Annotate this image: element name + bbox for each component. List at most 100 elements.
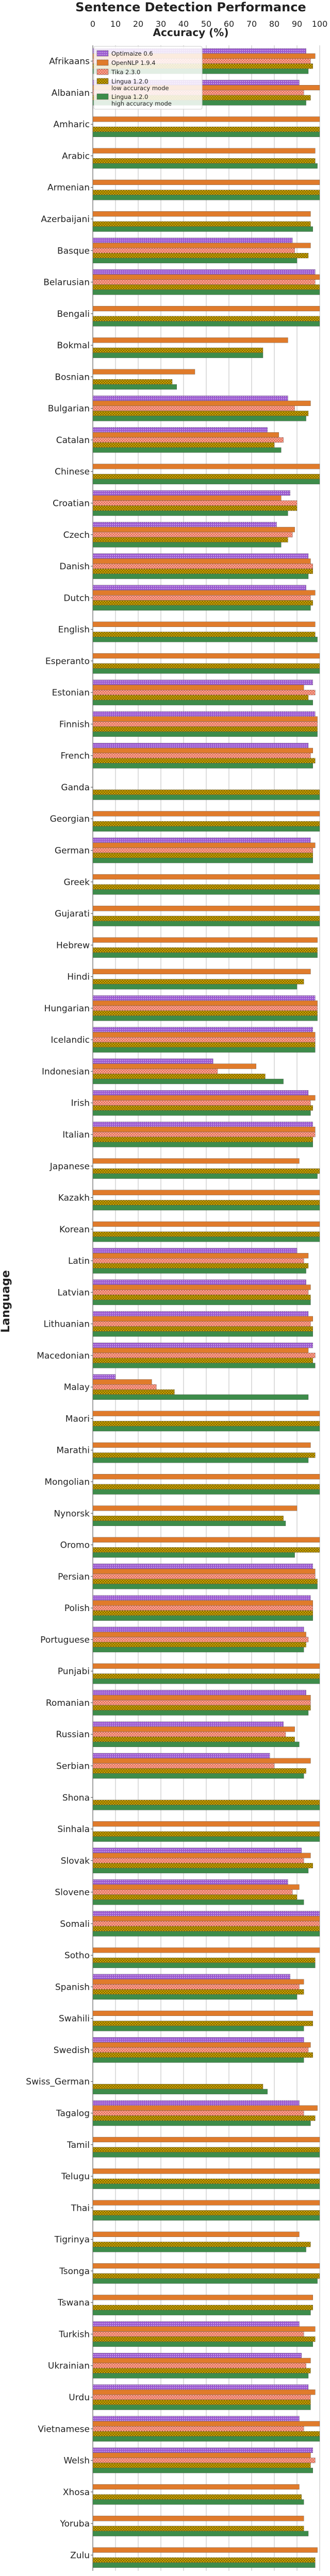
- bar: [92, 794, 320, 800]
- bar: [92, 1100, 311, 1106]
- bar: [92, 2021, 313, 2026]
- legend-box: [93, 46, 203, 110]
- bar: [92, 1474, 320, 1480]
- bar: [92, 632, 316, 637]
- bar: [92, 1311, 309, 1317]
- bar: [92, 1458, 309, 1463]
- y-tick-label: Lithuanian: [43, 1319, 90, 1330]
- bar: [92, 1690, 306, 1696]
- bar: [92, 837, 311, 843]
- bar: [92, 437, 284, 443]
- bar: [92, 131, 320, 137]
- y-tick-label: Persian: [58, 1572, 90, 1582]
- bar: [92, 2452, 311, 2458]
- bar: [92, 2242, 311, 2247]
- y-tick-label: Greek: [63, 877, 90, 888]
- bar: [92, 1931, 320, 1937]
- y-tick-label: Dutch: [63, 593, 90, 603]
- bar: [92, 1805, 320, 1810]
- bar: [92, 553, 309, 559]
- y-axis-label: Language: [0, 1270, 12, 1332]
- y-tick-label: Portuguese: [40, 1635, 90, 1645]
- bar: [92, 1221, 320, 1227]
- bar: [92, 1663, 320, 1669]
- bar: [92, 2341, 313, 2347]
- x-tick-label: 0: [90, 19, 95, 29]
- bar: [92, 2026, 304, 2031]
- bar: [92, 163, 318, 169]
- bar: [92, 2336, 316, 2342]
- bar: [92, 937, 318, 943]
- bar: [92, 1142, 313, 1147]
- bar: [92, 2121, 311, 2126]
- y-tick-label: Korean: [59, 1225, 90, 1235]
- bar: [92, 1379, 152, 1385]
- y-tick-label: Belarusian: [43, 278, 90, 288]
- bar: [92, 2100, 300, 2106]
- bar: [92, 126, 320, 132]
- bar: [92, 1374, 116, 1380]
- bar: [92, 1058, 213, 1064]
- bar: [92, 1610, 313, 1616]
- bar: [92, 179, 320, 185]
- y-tick-label: Hindi: [67, 972, 90, 982]
- bar: [92, 690, 316, 696]
- bar: [92, 1584, 318, 1589]
- bar: [92, 1231, 320, 1237]
- bar: [92, 1979, 304, 1985]
- bar: [92, 1900, 304, 1905]
- bar: [92, 1442, 311, 1448]
- y-tick-label: Romanian: [46, 1698, 90, 1708]
- y-tick-label: Tigrinya: [54, 2235, 90, 2245]
- x-axis-label: Accuracy (%): [153, 26, 229, 39]
- bar: [92, 2394, 311, 2400]
- bar: [92, 1236, 320, 1242]
- y-tick-label: Tswana: [57, 2298, 90, 2308]
- bar: [92, 694, 309, 701]
- y-tick-label: Hungarian: [44, 1004, 90, 1014]
- y-tick-label: Bosnian: [55, 372, 90, 382]
- bar: [92, 1299, 311, 1306]
- bar: [92, 758, 316, 764]
- bar: [92, 590, 316, 596]
- bar: [92, 2083, 263, 2090]
- bar: [92, 637, 318, 642]
- y-tick-label: Polish: [64, 1603, 90, 1614]
- bar: [92, 2137, 320, 2143]
- y-tick-label: Spanish: [55, 1982, 90, 1992]
- bar: [92, 1647, 304, 1653]
- bar: [92, 2562, 316, 2568]
- bar: [92, 1363, 316, 1368]
- legend-label: Lingua 1.2.0 low accuracy mode: [111, 78, 169, 92]
- bar: [92, 1168, 320, 1174]
- bar: [92, 1848, 302, 1853]
- bar: [92, 721, 318, 727]
- bar: [92, 2057, 304, 2063]
- bar: [92, 952, 318, 958]
- bar: [92, 1063, 256, 1069]
- bar: [92, 2278, 318, 2284]
- bar: [92, 1484, 320, 1489]
- bar: [92, 1568, 316, 1574]
- bar: [92, 1384, 157, 1390]
- bar: [92, 1158, 300, 1164]
- bar: [92, 1074, 266, 1079]
- legend-label: Tika 2.3.0: [111, 69, 140, 76]
- bar: [92, 542, 282, 548]
- y-tick-label: Finnish: [59, 719, 90, 730]
- y-tick-label: Mongolian: [44, 1477, 90, 1487]
- bar: [92, 2426, 304, 2432]
- bar: [92, 2105, 318, 2111]
- bar: [92, 2404, 311, 2410]
- bar: [92, 2547, 318, 2553]
- y-tick-label: Albanian: [52, 88, 90, 98]
- legend-swatch: [96, 78, 109, 84]
- bar: [92, 1552, 295, 1558]
- bar: [92, 748, 313, 753]
- bar: [92, 2463, 311, 2468]
- bar: [92, 716, 318, 722]
- bar: [92, 279, 316, 285]
- bar: [92, 1679, 320, 1684]
- y-tick-label: Tsonga: [59, 2266, 90, 2277]
